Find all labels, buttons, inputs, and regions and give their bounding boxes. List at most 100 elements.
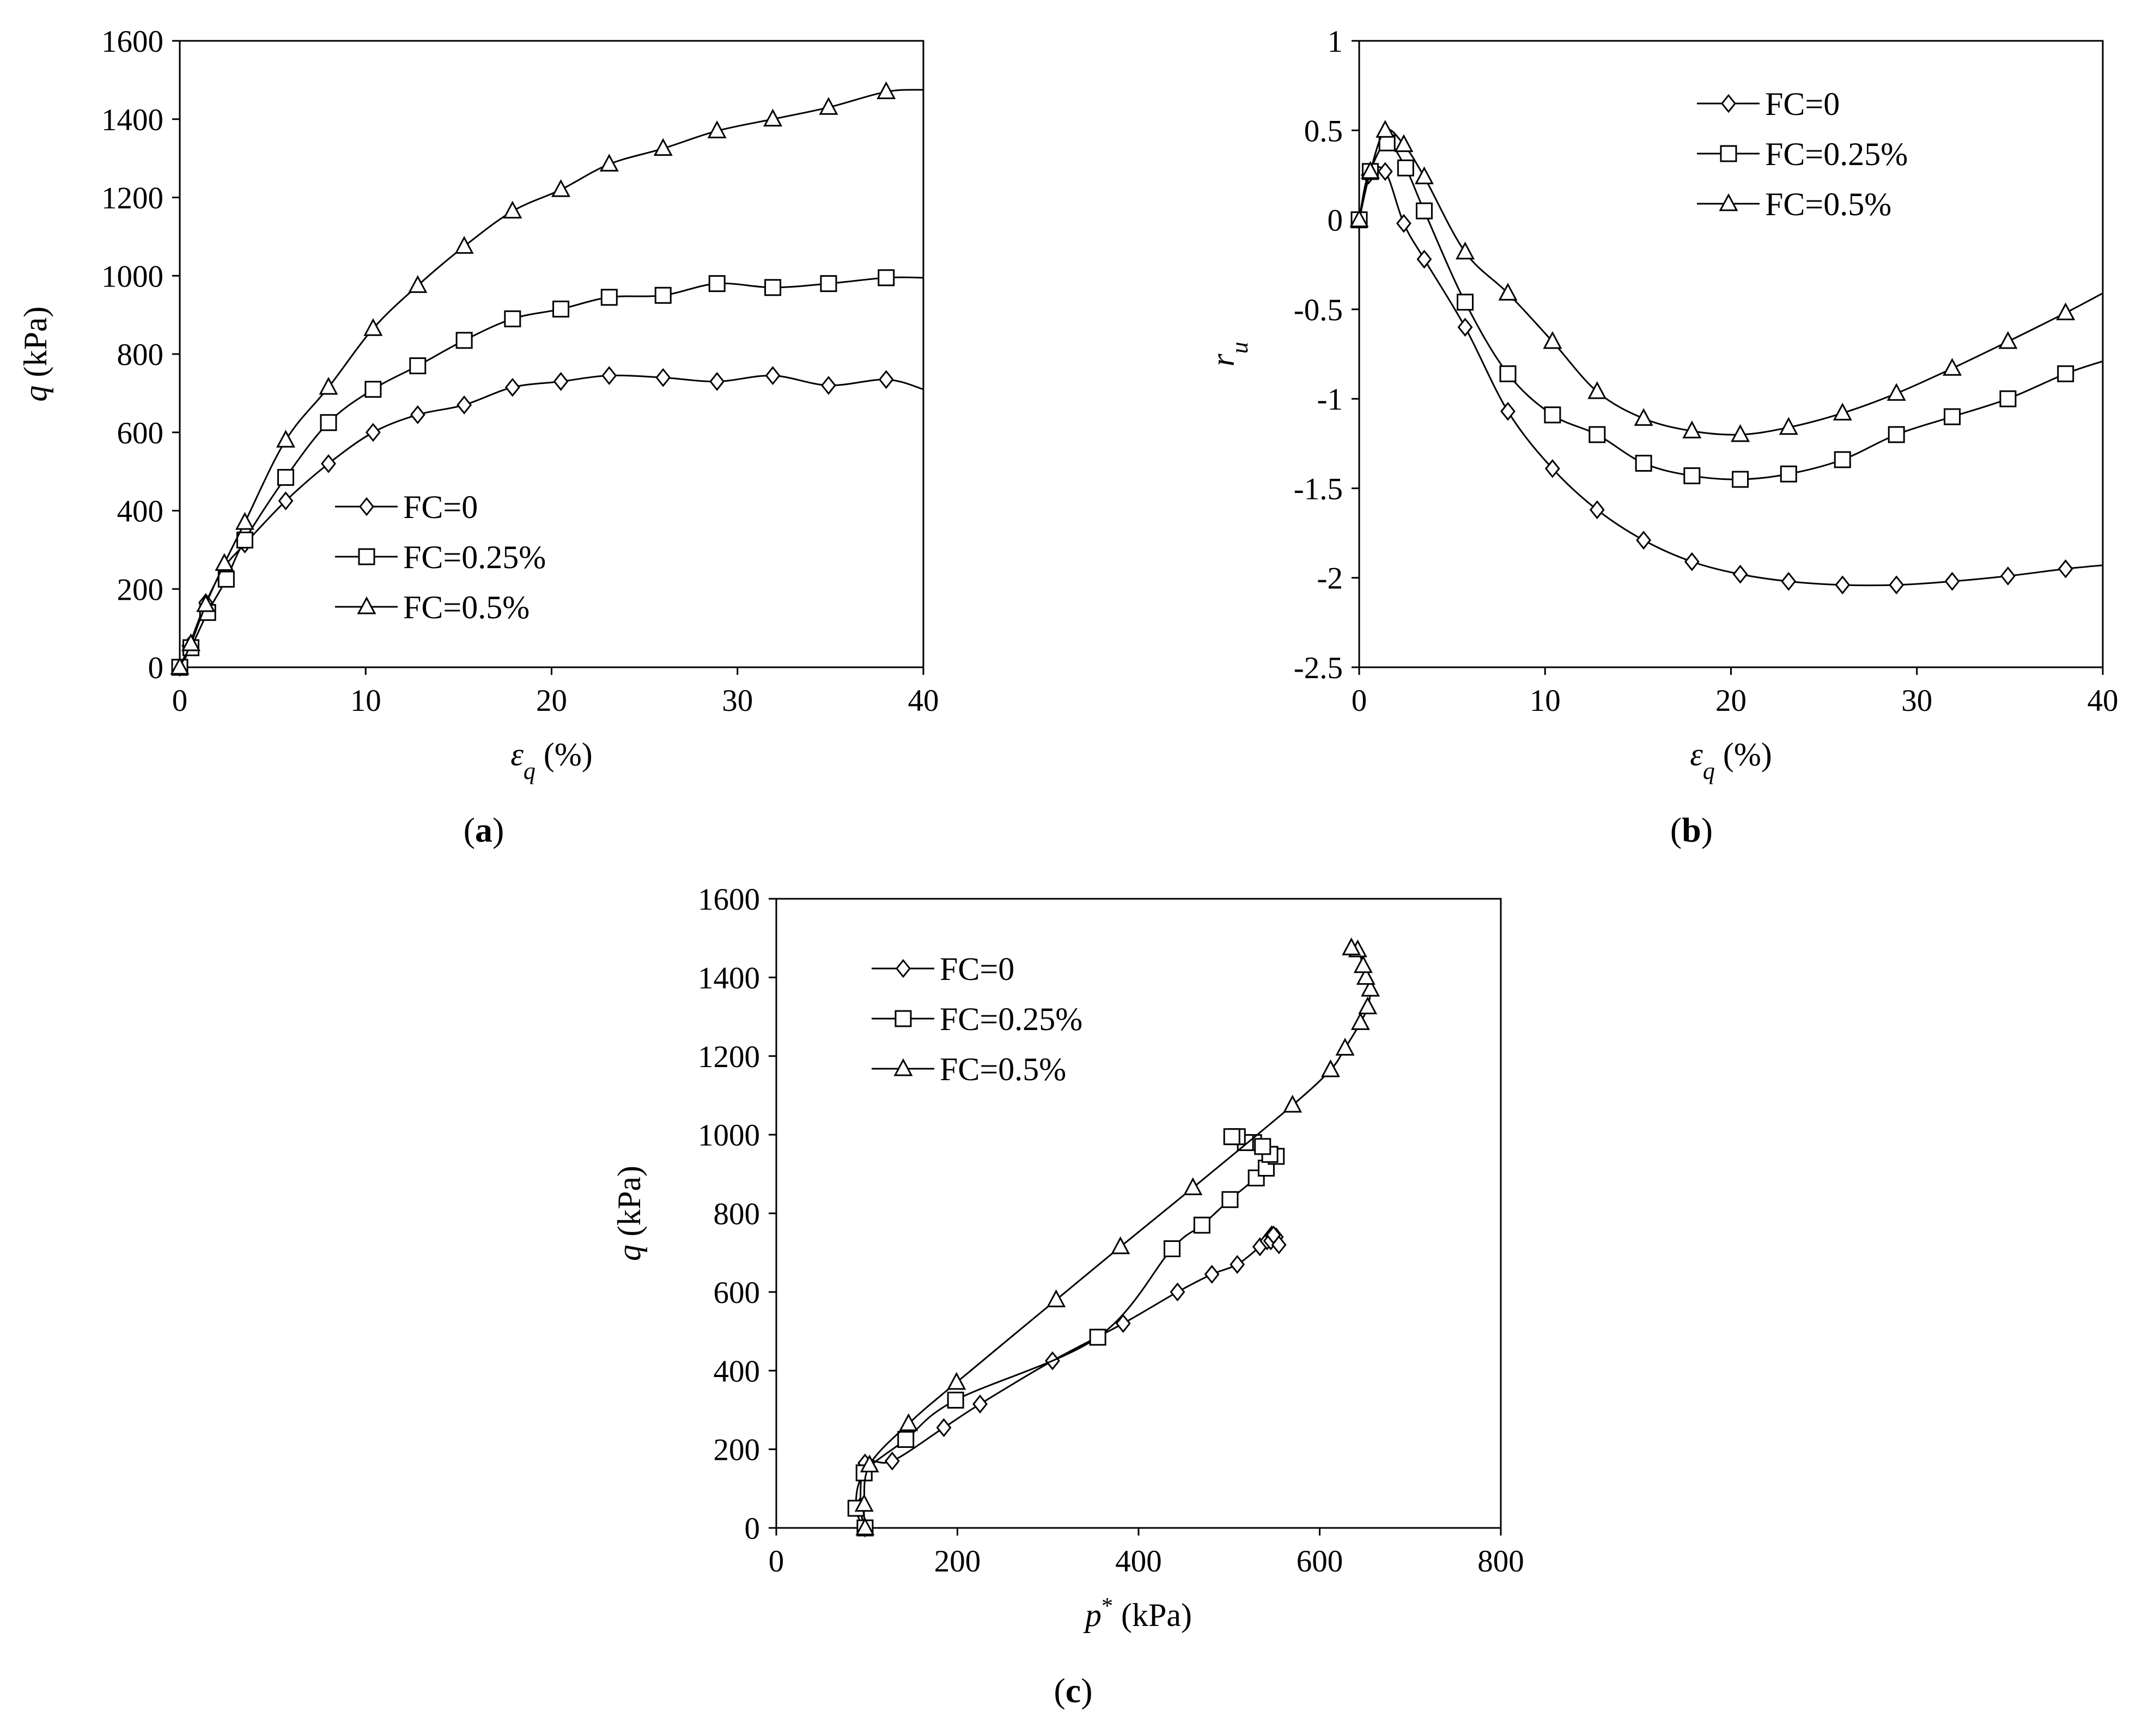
y-tick-label: 1400 [101, 103, 163, 137]
data-point-square [764, 279, 782, 296]
data-point-square [1589, 426, 1606, 443]
data-point-square [1683, 467, 1701, 484]
data-point-square [1378, 134, 1396, 151]
data-point-diamond [1204, 1264, 1220, 1284]
legend-label: FC=0.25% [403, 539, 546, 575]
panel-label: (a) [464, 811, 504, 849]
data-point-triangle [877, 81, 896, 99]
x-tick-label: 20 [536, 684, 567, 718]
data-point-square [1193, 1216, 1210, 1234]
y-tick-label: 600 [714, 1276, 760, 1310]
data-point-diamond [1170, 1282, 1185, 1302]
data-point-square [1780, 465, 1797, 483]
y-tick-label: 0 [745, 1512, 760, 1546]
data-point-square [1457, 294, 1474, 311]
y-tick-label: 200 [117, 572, 164, 607]
y-axis-label: ru [1205, 342, 1253, 366]
panel-label: (c) [1054, 1671, 1092, 1710]
data-point-diamond [972, 1394, 988, 1414]
data-point-triangle [1335, 1038, 1355, 1056]
data-point-square [1089, 1329, 1106, 1346]
legend-marker-diamond [896, 959, 911, 978]
series-square [847, 1128, 1285, 1537]
data-point-diamond [1889, 575, 1904, 595]
data-point-diamond [1377, 162, 1393, 181]
data-point-diamond [821, 376, 836, 395]
legend-entry: FC=0 [872, 951, 1014, 987]
data-point-diamond [2000, 567, 2016, 586]
y-axis-label: q (kPa) [17, 307, 53, 402]
data-point-diamond [1835, 575, 1851, 595]
data-point-square [1415, 202, 1433, 220]
y-tick-label: 200 [714, 1433, 760, 1467]
legend-label: FC=0 [403, 489, 478, 525]
data-point-triangle [551, 179, 571, 197]
series-square [1350, 134, 2103, 488]
data-point-diamond [1732, 564, 1748, 584]
data-point-triangle [854, 1494, 874, 1512]
x-axis-label: p* (kPa) [1083, 1594, 1192, 1633]
data-point-triangle [181, 633, 200, 651]
legend-entry: FC=0.5% [1697, 186, 1891, 222]
y-tick-label: 1600 [698, 882, 760, 917]
data-point-triangle [1414, 166, 1434, 185]
data-point-diamond [1589, 500, 1605, 520]
data-point-diamond [655, 368, 671, 387]
data-point-triangle [1046, 1289, 1066, 1307]
data-point-triangle [408, 275, 428, 293]
x-axis-label: εq (%) [510, 736, 593, 784]
y-tick-label: 1400 [698, 961, 760, 995]
data-point-diamond [1500, 401, 1516, 421]
data-point-diamond [2058, 559, 2073, 578]
x-tick-label: 400 [1115, 1544, 1162, 1579]
legend-marker-square [358, 548, 375, 565]
legend-marker-diamond [1721, 94, 1736, 113]
series-line [855, 1135, 1277, 1528]
y-tick-label: -2.5 [1294, 651, 1343, 685]
series-triangle [170, 81, 924, 675]
x-tick-label: 600 [1297, 1544, 1343, 1579]
data-point-triangle [653, 138, 673, 156]
x-tick-label: 0 [172, 684, 188, 718]
x-tick-label: 10 [350, 684, 381, 718]
data-point-square [820, 275, 837, 293]
series-line [179, 374, 924, 668]
data-point-triangle [1833, 403, 1852, 421]
legend-label: FC=0.5% [940, 1051, 1066, 1087]
x-tick-label: 30 [1901, 684, 1932, 718]
y-tick-label: -1.5 [1294, 472, 1343, 506]
plot-frame [179, 40, 924, 668]
x-axis-label: εq (%) [1690, 736, 1772, 784]
data-point-triangle [1376, 120, 1395, 138]
data-point-square [409, 357, 427, 375]
legend-marker-square [894, 1010, 912, 1027]
data-point-diamond [553, 371, 569, 391]
x-tick-label: 10 [1530, 684, 1561, 718]
legend-entry: FC=0.25% [1697, 136, 1908, 172]
series-diamond [853, 1225, 1287, 1538]
data-point-triangle [319, 376, 338, 395]
series-line [179, 89, 924, 668]
data-point-diamond [709, 371, 725, 391]
legend-entry: FC=0 [335, 489, 478, 525]
plot-frame [1358, 40, 2104, 668]
legend-label: FC=0.25% [940, 1001, 1082, 1037]
data-point-triangle [1543, 331, 1562, 349]
data-point-square [600, 289, 618, 306]
y-tick-label: 0.5 [1304, 114, 1343, 148]
y-tick-label: 600 [117, 416, 164, 450]
y-tick-label: 1200 [698, 1040, 760, 1074]
y-tick-label: -2 [1317, 562, 1343, 596]
data-point-square [217, 570, 235, 588]
data-point-triangle [276, 429, 296, 448]
data-point-triangle [1360, 161, 1380, 179]
data-point-diamond [1416, 249, 1432, 269]
legend-marker-triangle [357, 596, 376, 614]
data-point-square [1544, 406, 1561, 424]
y-tick-label: -0.5 [1294, 293, 1343, 327]
data-point-square [1944, 408, 1961, 425]
series-triangle [854, 937, 1380, 1536]
data-point-triangle [2056, 302, 2076, 320]
data-point-diamond [410, 405, 425, 424]
data-point-square [1888, 426, 1905, 443]
